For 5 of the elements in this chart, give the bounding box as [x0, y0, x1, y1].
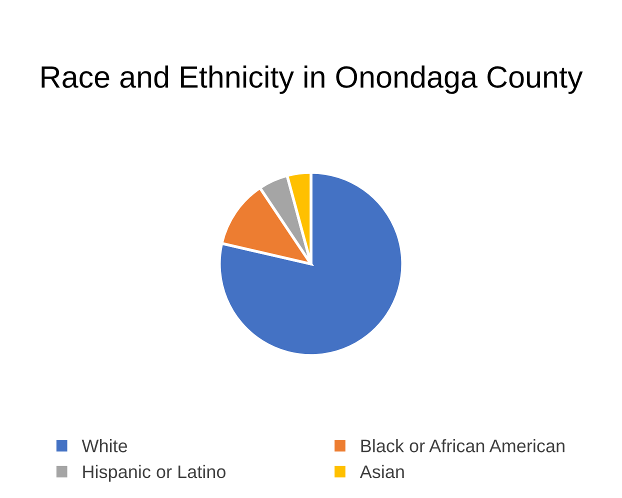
legend-label: Asian	[360, 464, 404, 478]
legend-label: White	[82, 439, 128, 452]
chart-title: Race and Ethnicity in Onondaga County	[42, 65, 583, 94]
legend-label: Black or African American	[361, 439, 564, 452]
legend-label: Hispanic or Latino	[83, 464, 226, 482]
